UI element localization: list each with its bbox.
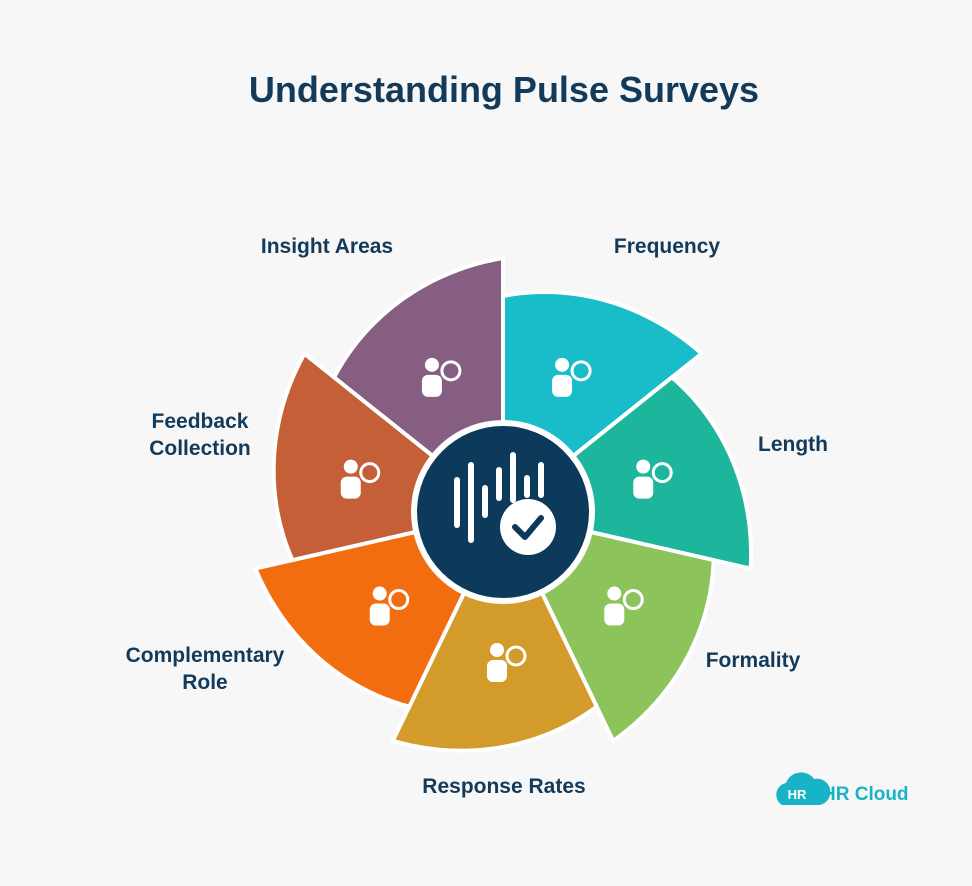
segment-icon xyxy=(633,459,673,499)
segment-label: Collection xyxy=(149,437,251,460)
segment-icon xyxy=(421,357,462,397)
segment-label: Role xyxy=(182,671,228,694)
icon-body xyxy=(421,374,442,397)
icon-badge xyxy=(440,360,462,382)
segment-label: Frequency xyxy=(614,235,721,258)
icon-badge xyxy=(388,589,410,611)
title: Understanding Pulse Surveys xyxy=(249,69,759,110)
segment-label: Formality xyxy=(706,649,801,672)
segment-icon xyxy=(604,586,644,626)
icon-head xyxy=(424,357,439,372)
segment-icon xyxy=(552,357,592,397)
icon-head xyxy=(490,643,504,657)
icon-head xyxy=(372,586,387,601)
logo-badge: HR xyxy=(788,787,807,802)
check-mark xyxy=(512,515,544,540)
icon-body xyxy=(552,374,573,397)
icon-badge xyxy=(570,360,592,382)
icon-badge xyxy=(505,645,527,667)
segment-icon xyxy=(369,586,410,626)
icon-head xyxy=(636,459,651,474)
logo-name: HR Cloud xyxy=(822,784,909,805)
segment-label: Response Rates xyxy=(422,775,585,798)
segment-label: Complementary xyxy=(126,644,285,667)
segment xyxy=(389,507,600,753)
center-icon xyxy=(454,452,544,543)
icon-head xyxy=(343,459,358,474)
icon-body xyxy=(369,603,390,626)
icon-badge xyxy=(651,462,673,484)
segment-label: Length xyxy=(758,433,828,456)
icon-badge xyxy=(622,589,644,611)
icon-body xyxy=(633,476,654,499)
icon-body xyxy=(487,660,507,682)
segment-label: Insight Areas xyxy=(261,235,393,258)
icon-body xyxy=(604,603,625,626)
segment-icon xyxy=(340,459,381,499)
icon-badge xyxy=(359,462,381,484)
check-badge xyxy=(500,499,556,555)
logo-cloud xyxy=(776,772,831,805)
logo: HR HR Cloud xyxy=(776,772,909,805)
icon-body xyxy=(340,476,361,499)
icon-head xyxy=(607,586,622,601)
icon-head xyxy=(555,357,570,372)
segment-label: Feedback xyxy=(152,410,249,433)
center-circle xyxy=(417,426,589,598)
segment-icon xyxy=(487,643,527,682)
